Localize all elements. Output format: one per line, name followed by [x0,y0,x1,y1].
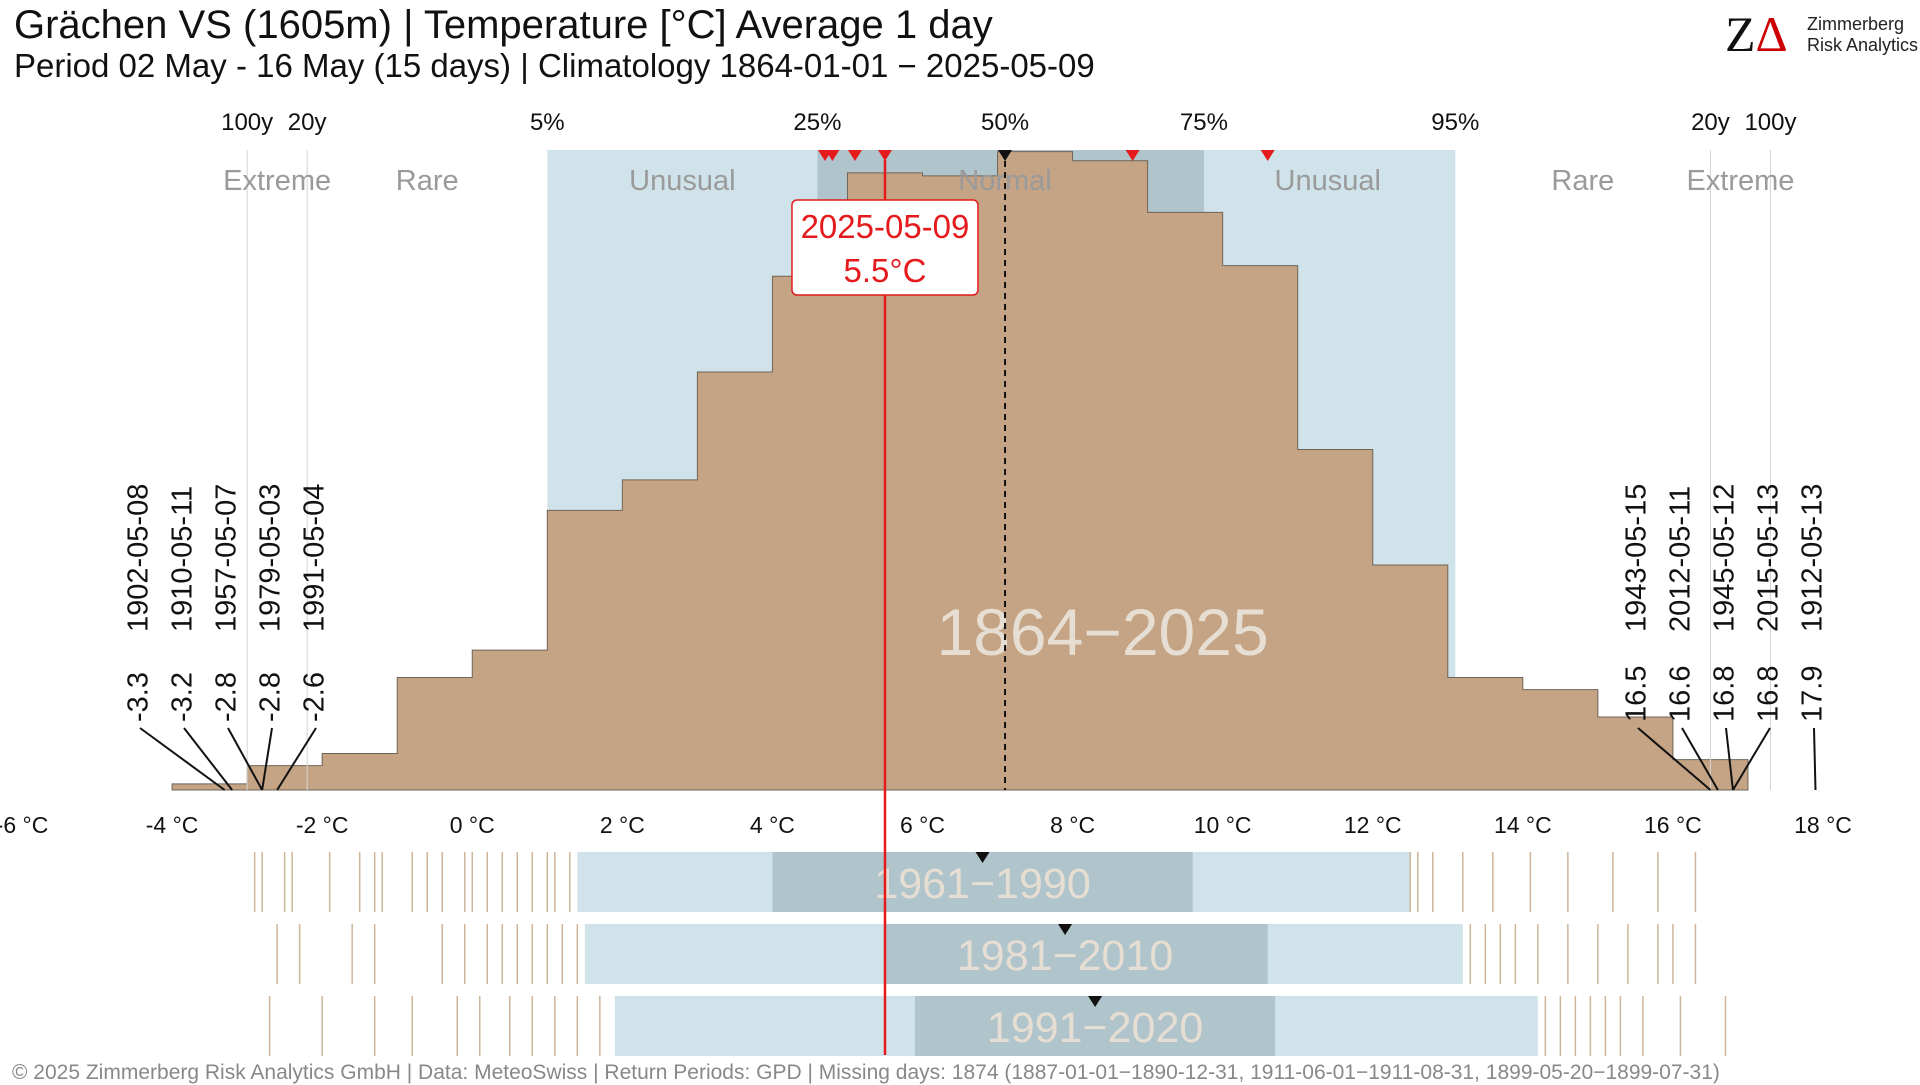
logo-name-line2: Risk Analytics [1807,35,1919,55]
extreme-date-label: 2015-05-13 [1753,484,1785,632]
return-period-label: 100y [1744,109,1796,136]
return-period-label: 100y [221,109,273,136]
extreme-leader-line [183,727,233,791]
extreme-date-label: 1991-05-04 [299,484,331,632]
highlight-value: 5.5°C [844,252,927,289]
x-tick-label: -6 °C [0,812,48,838]
extreme-labels: -3.3 1902-05-08 -3.2 1910-05-11 -2.8 1957-05-… [123,484,1829,791]
period-median-marker [975,852,990,863]
extreme-date-label: 1979-05-03 [255,484,287,632]
chart-subtitle: Period 02 May - 16 May (15 days) | Clima… [14,47,1095,84]
x-tick-label: 18 °C [1794,812,1852,838]
extreme-leader-line [1732,727,1771,791]
period-median-marker [1088,996,1103,1007]
band-label: Extreme [1686,165,1794,197]
extreme-date-label: 1910-05-11 [167,486,199,632]
extreme-value-label: -3.3 [123,672,155,722]
period-label: 1961−1990 [874,860,1090,908]
median-marker [998,150,1013,161]
extreme-date-label: 1957-05-07 [211,484,243,632]
period-label: 1991−2020 [987,1004,1203,1052]
extreme-value-label: -2.6 [299,672,331,722]
extreme-date-label: 2012-05-11 [1665,486,1697,632]
histogram-area [171,151,1749,791]
recent-marker [847,150,862,161]
band-label: Unusual [629,165,735,197]
x-tick-label: 10 °C [1194,812,1252,838]
logo-mark-icon: ZΔ [1725,6,1788,62]
extreme-leader-line [1637,727,1712,791]
climatology-periods: 1961−1990 1981−2010 1991−2020 [253,852,1727,1056]
band-labels: Extreme Rare Unusual Normal Unusual Rare Extre… [223,165,1794,197]
x-tick-label: 14 °C [1494,812,1552,838]
logo-name: Zimmerberg Risk Analytics [1807,14,1918,56]
company-logo: ZΔ Zimmerberg Risk Analytics [1725,6,1918,62]
recent-markers [817,150,1275,790]
extreme-leader-line [1681,727,1719,791]
recent-marker [1260,150,1275,161]
x-tick-label: 16 °C [1644,812,1702,838]
x-axis: -6 °C -4 °C -2 °C 0 °C 2 °C 4 °C 6 °C 8 °C 10 °C… [0,812,1852,838]
highlight-box [791,199,979,296]
x-tick-label: 0 °C [450,812,495,838]
x-tick-label: -4 °C [146,812,199,838]
percentile-label: 5% [530,109,565,136]
return-period-label: 20y [1691,109,1730,136]
x-tick-label: 6 °C [900,812,945,838]
extreme-value-label: 16.8 [1709,666,1741,722]
band-label: Rare [396,165,459,197]
extreme-value-label: -2.8 [211,672,243,722]
x-tick-label: 12 °C [1344,812,1402,838]
band-label: Rare [1551,165,1614,197]
period-median-marker [1058,924,1073,935]
extreme-leader-line [1725,727,1734,791]
percentile-label: 50% [981,109,1029,136]
x-tick-label: -2 °C [296,812,349,838]
extreme-value-label: -3.2 [167,672,199,722]
footer-credits: © 2025 Zimmerberg Risk Analytics GmbH | … [12,1061,1720,1084]
extreme-date-label: 1945-05-12 [1709,484,1741,632]
band-label: Unusual [1275,165,1381,197]
extreme-value-label: 16.8 [1753,666,1785,722]
period-band-normal [884,924,1268,984]
x-tick-label: 2 °C [600,812,645,838]
extreme-value-label: 16.6 [1665,666,1697,722]
extreme-date-label: 1902-05-08 [123,484,155,632]
extreme-leader-line [139,727,226,791]
extreme-leader-line [1813,727,1817,791]
percentile-label: 25% [793,109,841,136]
extreme-value-label: 16.5 [1621,666,1653,722]
recent-marker [825,150,840,161]
x-tick-label: 4 °C [750,812,795,838]
extreme-leader-line [261,727,273,791]
highlight-date: 2025-05-09 [801,208,970,245]
histogram-bars: 1864−2025 [171,151,1749,791]
return-period-label: 20y [288,109,327,136]
extreme-value-label: 17.9 [1797,666,1829,722]
percentile-label: 95% [1431,109,1479,136]
extreme-value-label: -2.8 [255,672,287,722]
extreme-date-label: 1912-05-13 [1797,484,1829,632]
recent-marker [1125,150,1140,161]
highlight-layer: 2025-05-09 5.5°C [791,160,979,1055]
band-label: Extreme [223,165,331,197]
top-axis-labels: 100y 20y 20y 100y 5% 25% 50% 75% 95% [221,109,1796,136]
chart-title: Grächen VS (1605m) | Temperature [°C] Av… [14,3,993,47]
band-label: Normal [958,165,1051,197]
logo-name-line1: Zimmerberg [1807,14,1905,34]
recent-marker [877,150,892,161]
extreme-date-label: 1943-05-15 [1621,484,1653,632]
return-period-guides [246,150,1771,790]
extreme-leader-line [276,727,317,791]
percentile-label: 75% [1180,109,1228,136]
x-tick-label: 8 °C [1050,812,1095,838]
period-label: 1981−2010 [957,932,1173,980]
histogram-period-label: 1864−2025 [936,595,1268,669]
extreme-leader-line [227,727,264,791]
